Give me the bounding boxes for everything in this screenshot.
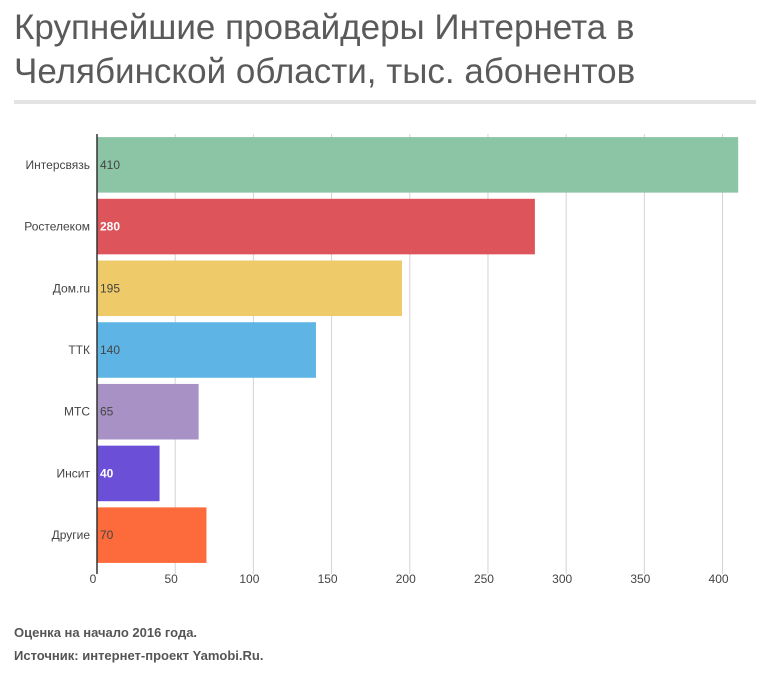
category-label: Ростелеком — [24, 220, 90, 234]
title-divider — [14, 100, 756, 104]
x-tick-label: 200 — [396, 572, 416, 586]
x-tick-label: 100 — [239, 572, 259, 586]
footnote-estimate: Оценка на начало 2016 года. — [14, 625, 198, 640]
category-label: Дом.ru — [53, 281, 90, 295]
data-label: 280 — [100, 220, 120, 234]
data-label: 65 — [100, 405, 114, 419]
data-label: 410 — [100, 158, 120, 172]
category-label: ТТК — [68, 343, 90, 357]
data-label: 70 — [100, 528, 114, 542]
x-tick-label: 0 — [90, 572, 97, 586]
footnote-source: Источник: интернет-проект Yamobi.Ru. — [14, 648, 264, 663]
data-label: 195 — [100, 281, 120, 295]
bar — [97, 383, 199, 440]
category-label: Другие — [52, 528, 91, 542]
chart-title: Крупнейшие провайдеры Интернета в Челяби… — [14, 8, 636, 91]
x-tick-label: 50 — [165, 572, 179, 586]
category-label: Интерсвязь — [26, 158, 90, 172]
x-tick-label: 150 — [318, 572, 338, 586]
bar — [97, 445, 160, 502]
x-tick-label: 350 — [630, 572, 650, 586]
x-tick-label: 300 — [552, 572, 572, 586]
bar-chart: 0 50 100 150 200 250 300 350 400 Интерсвязь 410 Рос… — [24, 134, 739, 586]
bar — [97, 507, 207, 563]
x-tick-label: 400 — [709, 572, 729, 586]
data-label: 140 — [100, 343, 120, 357]
bar — [97, 322, 316, 378]
bar — [97, 137, 739, 193]
x-tick-label: 250 — [474, 572, 494, 586]
data-label: 40 — [100, 466, 114, 480]
category-label: Инсит — [57, 466, 91, 480]
category-label: МТС — [64, 405, 90, 419]
bar — [97, 260, 402, 317]
bar — [97, 198, 535, 255]
